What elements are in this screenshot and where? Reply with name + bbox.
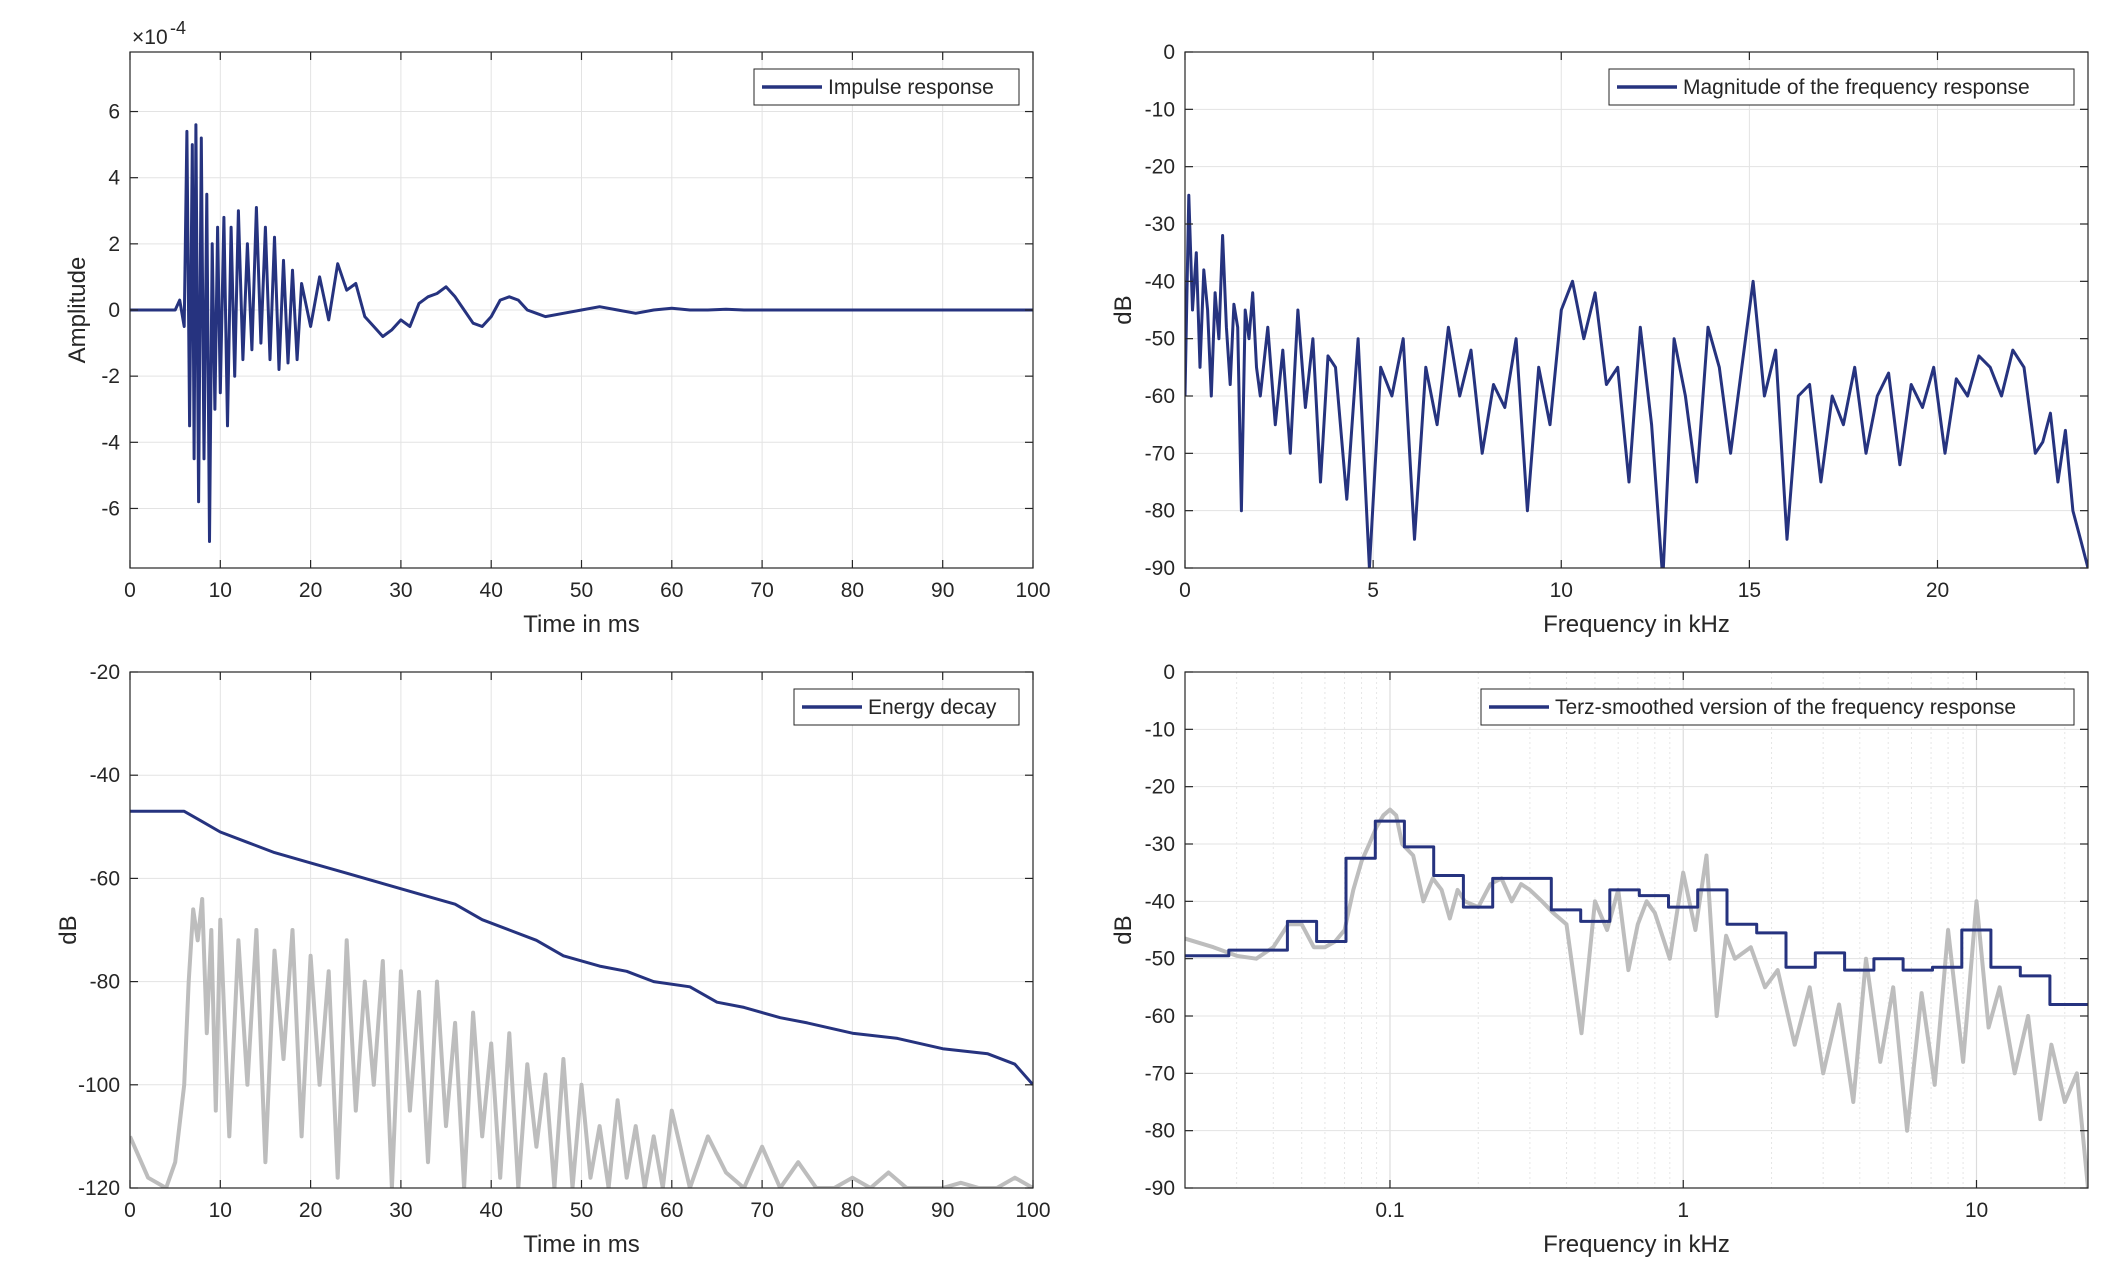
y-tick-label: 4 [108, 167, 120, 190]
x-tick-label: 10 [1550, 579, 1573, 602]
y-tick-label: -90 [1145, 557, 1175, 580]
y-tick-label: -100 [78, 1074, 120, 1097]
y-tick-label: 0 [108, 299, 120, 322]
series-group [130, 809, 1033, 1188]
y-tick-label: -60 [1145, 1005, 1175, 1028]
x-axis-label: Time in ms [523, 1231, 639, 1258]
y-tick-label: -2 [101, 365, 120, 388]
terz-smoothed-axes: 0.1 1 10 0 -10 -20 -30 -40 -50 -60 -70 -80 -90 Freque… [1110, 661, 2089, 1258]
y-tick-label: -4 [101, 431, 120, 454]
x-tick-label: 70 [750, 1199, 773, 1222]
x-tick-label: 80 [841, 579, 864, 602]
x-tick-label: 60 [660, 579, 683, 602]
series-group [130, 123, 1033, 543]
y-axis-label: dB [55, 915, 82, 944]
legend-label: Magnitude of the frequency response [1683, 76, 2030, 99]
y-tick-label: -40 [1145, 890, 1175, 913]
x-tick-label: 0 [1179, 579, 1191, 602]
reference-line [130, 897, 1033, 1188]
y-exponent-label: ×10 [132, 26, 168, 49]
x-tick-label: 10 [209, 579, 232, 602]
y-exponent-value: -4 [170, 18, 186, 38]
y-tick-label: -50 [1145, 328, 1175, 351]
x-tick-label: 30 [389, 579, 412, 602]
y-tick-label: -60 [90, 867, 120, 890]
y-axis-label: dB [1110, 915, 1137, 944]
x-tick-label: 0.1 [1375, 1199, 1404, 1222]
x-tick-label: 100 [1015, 1199, 1050, 1222]
y-tick-label: -120 [78, 1177, 120, 1200]
legend-box [1608, 68, 2075, 106]
y-tick-label: -40 [90, 764, 120, 787]
y-tick-label: -80 [1145, 500, 1175, 523]
x-tick-label: 0 [124, 1199, 136, 1222]
axes-box [1184, 51, 2089, 569]
y-tick-label: -20 [1145, 776, 1175, 799]
y-tick-label: 6 [108, 101, 120, 124]
series-group [1185, 193, 2088, 568]
legend-label: Energy decay [868, 696, 997, 719]
y-tick-label: -70 [1145, 1062, 1175, 1085]
x-tick-label: 20 [299, 579, 322, 602]
legend-label: Impulse response [828, 76, 994, 99]
y-tick-label: -40 [1145, 270, 1175, 293]
x-tick-label: 40 [480, 579, 503, 602]
reference-line [1185, 807, 2088, 1188]
series-line [1185, 193, 2088, 568]
y-tick-label: -70 [1145, 442, 1175, 465]
x-tick-label: 50 [570, 1199, 593, 1222]
energy-decay-axes: 0 10 20 30 40 50 60 70 80 90 100 -20 -40 -60 -80 -100 -1… [55, 661, 1051, 1258]
y-tick-label: -20 [90, 661, 120, 684]
y-tick-label: -20 [1145, 156, 1175, 179]
y-tick-label: -80 [1145, 1120, 1175, 1143]
x-axis-label: Frequency in kHz [1543, 1231, 1730, 1258]
y-tick-label: -60 [1145, 385, 1175, 408]
plot-area [1185, 52, 2088, 568]
frequency-magnitude-axes: 0 5 10 15 20 0 -10 -20 -30 -40 -50 -60 -70 -80 -90 Freq… [1110, 41, 2089, 638]
y-tick-label: 2 [108, 233, 120, 256]
series-line [130, 123, 1033, 543]
y-tick-label: -50 [1145, 948, 1175, 971]
x-tick-label: 50 [570, 579, 593, 602]
y-tick-label: -30 [1145, 213, 1175, 236]
x-tick-label: 90 [931, 1199, 954, 1222]
y-tick-label: -30 [1145, 833, 1175, 856]
legend-label: Terz-smoothed version of the frequency r… [1555, 696, 2016, 719]
x-tick-label: 20 [1926, 579, 1949, 602]
x-tick-label: 100 [1015, 579, 1050, 602]
y-axis-label: dB [1110, 295, 1137, 324]
x-tick-label: 0 [124, 579, 136, 602]
x-tick-label: 10 [1965, 1199, 1988, 1222]
y-tick-label: -90 [1145, 1177, 1175, 1200]
y-tick-label: -10 [1145, 718, 1175, 741]
x-tick-label: 80 [841, 1199, 864, 1222]
y-axis-label: Amplitude [64, 257, 91, 364]
x-tick-label: 20 [299, 1199, 322, 1222]
y-tick-label: 0 [1163, 41, 1175, 64]
series-line [1185, 819, 2088, 1006]
x-tick-label: 30 [389, 1199, 412, 1222]
axes-box [1184, 671, 2089, 1189]
series-group [1185, 807, 2088, 1188]
legend-box [1480, 688, 2075, 726]
y-tick-label: -10 [1145, 98, 1175, 121]
x-axis-label: Frequency in kHz [1543, 611, 1730, 638]
x-tick-label: 60 [660, 1199, 683, 1222]
x-tick-label: 70 [750, 579, 773, 602]
x-tick-label: 10 [209, 1199, 232, 1222]
y-tick-label: -80 [90, 971, 120, 994]
x-tick-label: 40 [480, 1199, 503, 1222]
x-tick-label: 90 [931, 579, 954, 602]
y-tick-label: 0 [1163, 661, 1175, 684]
x-tick-label: 5 [1367, 579, 1379, 602]
x-axis-label: Time in ms [523, 611, 639, 638]
x-tick-label: 15 [1738, 579, 1761, 602]
x-tick-label: 1 [1677, 1199, 1689, 1222]
series-line [130, 809, 1033, 1086]
y-tick-label: -6 [101, 497, 120, 520]
